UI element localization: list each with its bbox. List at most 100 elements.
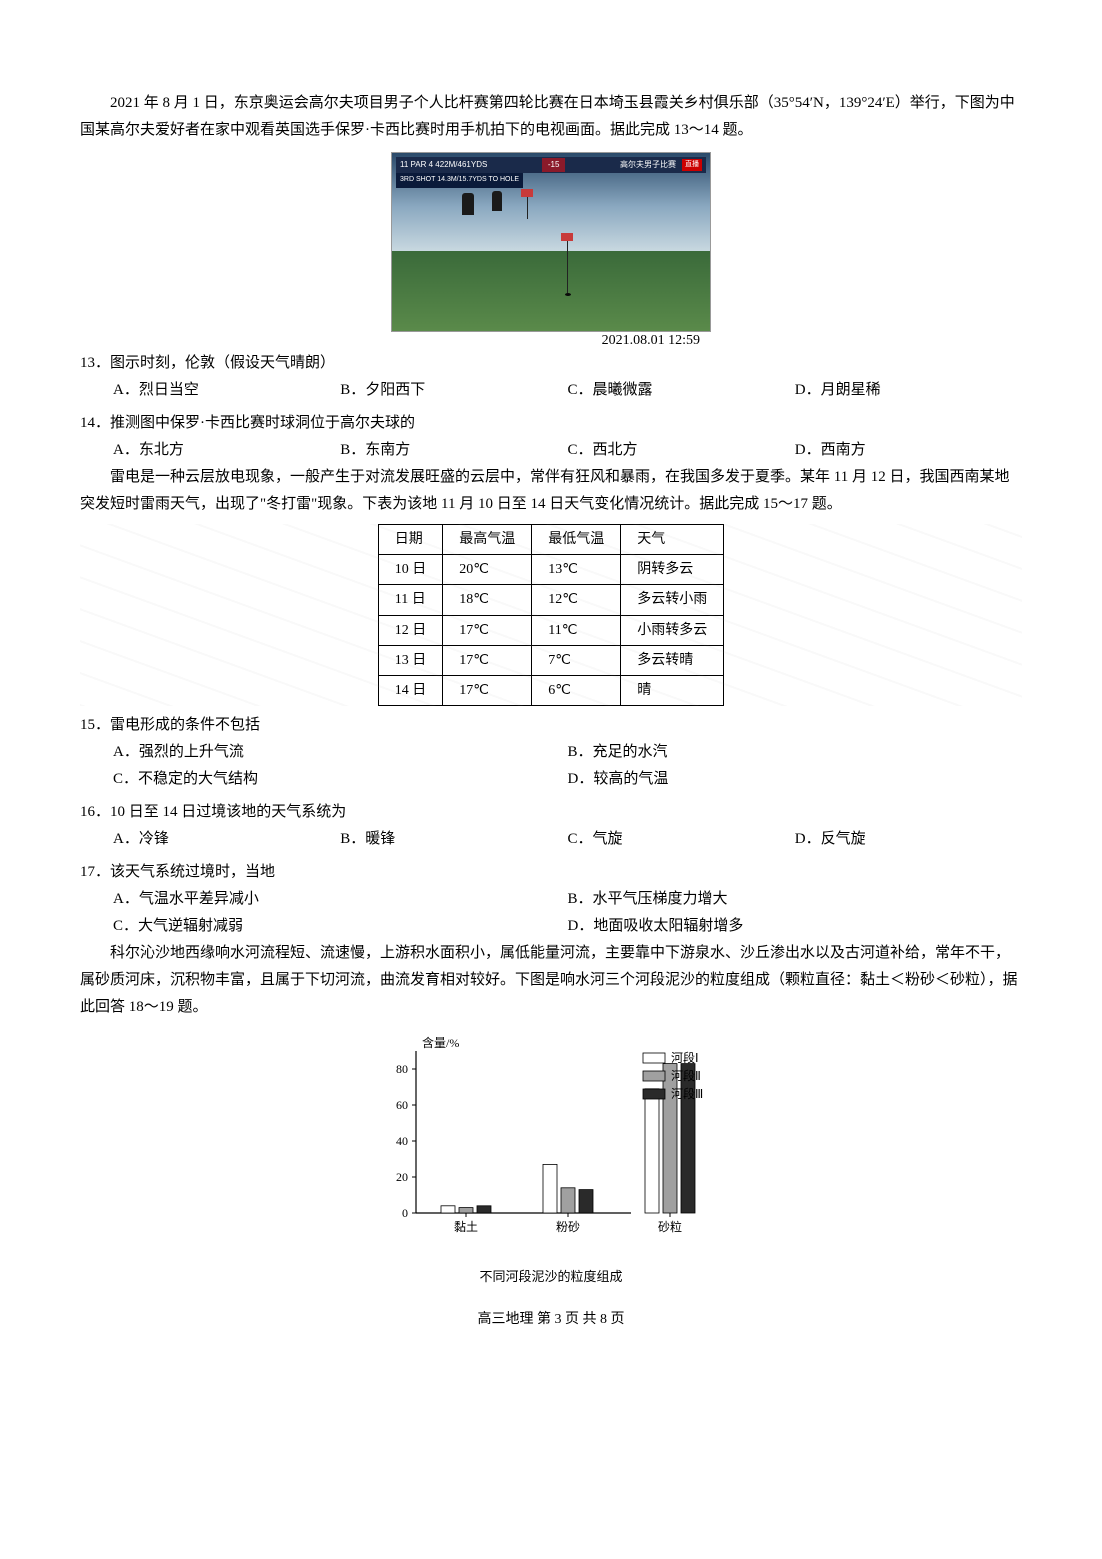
passage-2-text: 雷电是一种云层放电现象，一般产生于对流发展旺盛的云层中，常伴有狂风和暴雨，在我国… — [80, 464, 1022, 518]
td: 阴转多云 — [621, 555, 724, 585]
sediment-chart: 0 20 40 60 80 含量/% 黏土 粉砂 砂粒 河段Ⅰ 河段Ⅱ 河段Ⅲ 不同河段泥沙的粒度组成 — [80, 1033, 1022, 1288]
question-14: 14．推测图中保罗·卡西比赛时球洞位于高尔夫球的 A．东北方 B．东南方 C．西… — [80, 410, 1022, 464]
table-row: 10 日 20℃ 13℃ 阴转多云 — [378, 555, 724, 585]
table-row: 12 日 17℃ 11℃ 小雨转多云 — [378, 615, 724, 645]
svg-text:80: 80 — [396, 1062, 408, 1076]
q14-options: A．东北方 B．东南方 C．西北方 D．西南方 — [113, 437, 1022, 464]
td: 小雨转多云 — [621, 615, 724, 645]
q17-opt-b[interactable]: B．水平气压梯度力增大 — [568, 886, 1023, 913]
q15-stem: 15．雷电形成的条件不包括 — [80, 712, 1022, 739]
q15-opt-c[interactable]: C．不稳定的大气结构 — [113, 766, 568, 793]
q16-opt-d[interactable]: D．反气旋 — [795, 826, 1022, 853]
q16-options: A．冷锋 B．暖锋 C．气旋 D．反气旋 — [113, 826, 1022, 853]
question-13: 13．图示时刻，伦敦（假设天气晴朗） A．烈日当空 B．夕阳西下 C．晨曦微露 … — [80, 350, 1022, 404]
q16-opt-b[interactable]: B．暖锋 — [340, 826, 567, 853]
th-high: 最高气温 — [443, 525, 532, 555]
q14-opt-c[interactable]: C．西北方 — [568, 437, 795, 464]
td: 18℃ — [443, 585, 532, 615]
th-date: 日期 — [378, 525, 443, 555]
q13-options: A．烈日当空 B．夕阳西下 C．晨曦微露 D．月朗星稀 — [113, 377, 1022, 404]
tv-banner-left: 11 PAR 4 422M/461YDS — [400, 158, 487, 172]
q13-stem: 13．图示时刻，伦敦（假设天气晴朗） — [80, 350, 1022, 377]
q17-opt-d[interactable]: D．地面吸收太阳辐射增多 — [568, 913, 1023, 940]
td: 7℃ — [532, 645, 621, 675]
tv-timestamp: 2021.08.01 12:59 — [602, 328, 700, 353]
q17-stem: 17．该天气系统过境时，当地 — [80, 859, 1022, 886]
td: 11 日 — [378, 585, 443, 615]
svg-text:河段Ⅲ: 河段Ⅲ — [671, 1086, 703, 1101]
svg-text:河段Ⅰ: 河段Ⅰ — [671, 1050, 699, 1065]
table-header-row: 日期 最高气温 最低气温 天气 — [378, 525, 724, 555]
tv-screenshot: 11 PAR 4 422M/461YDS -15 高尔夫男子比赛 直播 3RD … — [80, 152, 1022, 342]
tv-live-icon: 直播 — [682, 159, 702, 172]
svg-text:粉砂: 粉砂 — [556, 1220, 580, 1234]
q13-opt-c[interactable]: C．晨曦微露 — [568, 377, 795, 404]
q16-opt-c[interactable]: C．气旋 — [568, 826, 795, 853]
tv-sub-banner: 3RD SHOT 14.3M/15.7YDS TO HOLE — [396, 173, 523, 188]
q16-opt-a[interactable]: A．冷锋 — [113, 826, 340, 853]
flag-hole — [567, 233, 568, 293]
tv-banner-right: 高尔夫男子比赛 直播 — [620, 158, 702, 172]
q17-opt-a[interactable]: A．气温水平差异减小 — [113, 886, 568, 913]
q15-options: A．强烈的上升气流 B．充足的水汽 C．不稳定的大气结构 D．较高的气温 — [113, 739, 1022, 793]
td: 12℃ — [532, 585, 621, 615]
svg-text:20: 20 — [396, 1170, 408, 1184]
svg-text:60: 60 — [396, 1098, 408, 1112]
td: 17℃ — [443, 675, 532, 705]
table-row: 11 日 18℃ 12℃ 多云转小雨 — [378, 585, 724, 615]
td: 17℃ — [443, 615, 532, 645]
td: 12 日 — [378, 615, 443, 645]
golf-hole — [565, 293, 571, 296]
q14-opt-d[interactable]: D．西南方 — [795, 437, 1022, 464]
td: 14 日 — [378, 675, 443, 705]
passage-3-text: 科尔沁沙地西缘响水河流程短、流速慢，上游积水面积小，属低能量河流，主要靠中下游泉… — [80, 940, 1022, 1021]
th-weather: 天气 — [621, 525, 724, 555]
td: 20℃ — [443, 555, 532, 585]
flag-near — [527, 189, 528, 219]
q13-opt-a[interactable]: A．烈日当空 — [113, 377, 340, 404]
passage-1-text: 2021 年 8 月 1 日，东京奥运会高尔夫项目男子个人比杆赛第四轮比赛在日本… — [80, 90, 1022, 144]
tv-banner: 11 PAR 4 422M/461YDS -15 高尔夫男子比赛 直播 — [396, 157, 706, 173]
table-row: 13 日 17℃ 7℃ 多云转晴 — [378, 645, 724, 675]
svg-text:0: 0 — [402, 1206, 408, 1220]
td: 多云转小雨 — [621, 585, 724, 615]
q17-options: A．气温水平差异减小 B．水平气压梯度力增大 C．大气逆辐射减弱 D．地面吸收太… — [113, 886, 1022, 940]
td: 多云转晴 — [621, 645, 724, 675]
table-row: 14 日 17℃ 6℃ 晴 — [378, 675, 724, 705]
td: 11℃ — [532, 615, 621, 645]
svg-text:40: 40 — [396, 1134, 408, 1148]
bar-chart-svg: 0 20 40 60 80 含量/% 黏土 粉砂 砂粒 河段Ⅰ 河段Ⅱ 河段Ⅲ — [361, 1033, 741, 1253]
td: 6℃ — [532, 675, 621, 705]
q15-opt-b[interactable]: B．充足的水汽 — [568, 739, 1023, 766]
question-17: 17．该天气系统过境时，当地 A．气温水平差异减小 B．水平气压梯度力增大 C．… — [80, 859, 1022, 940]
question-16: 16．10 日至 14 日过境该地的天气系统为 A．冷锋 B．暖锋 C．气旋 D… — [80, 799, 1022, 853]
th-low: 最低气温 — [532, 525, 621, 555]
q15-opt-d[interactable]: D．较高的气温 — [568, 766, 1023, 793]
weather-table-wrap: 日期 最高气温 最低气温 天气 10 日 20℃ 13℃ 阴转多云 11 日 1… — [80, 524, 1022, 706]
q15-opt-a[interactable]: A．强烈的上升气流 — [113, 739, 568, 766]
page-footer: 高三地理 第 3 页 共 8 页 — [80, 1307, 1022, 1332]
q14-opt-b[interactable]: B．东南方 — [340, 437, 567, 464]
td: 10 日 — [378, 555, 443, 585]
tv-banner-right-label: 高尔夫男子比赛 — [620, 158, 676, 172]
svg-text:砂粒: 砂粒 — [658, 1219, 682, 1234]
weather-table: 日期 最高气温 最低气温 天气 10 日 20℃ 13℃ 阴转多云 11 日 1… — [378, 524, 725, 706]
question-15: 15．雷电形成的条件不包括 A．强烈的上升气流 B．充足的水汽 C．不稳定的大气… — [80, 712, 1022, 793]
q16-stem: 16．10 日至 14 日过境该地的天气系统为 — [80, 799, 1022, 826]
q17-opt-c[interactable]: C．大气逆辐射减弱 — [113, 913, 568, 940]
q14-stem: 14．推测图中保罗·卡西比赛时球洞位于高尔夫球的 — [80, 410, 1022, 437]
tv-frame: 11 PAR 4 422M/461YDS -15 高尔夫男子比赛 直播 3RD … — [391, 152, 711, 332]
td: 晴 — [621, 675, 724, 705]
golfer-figure — [462, 193, 474, 215]
q13-opt-b[interactable]: B．夕阳西下 — [340, 377, 567, 404]
svg-text:黏土: 黏土 — [454, 1220, 478, 1234]
chart-x-label: 不同河段泥沙的粒度组成 — [80, 1265, 1022, 1288]
svg-text:河段Ⅱ: 河段Ⅱ — [671, 1068, 701, 1083]
q13-opt-d[interactable]: D．月朗星稀 — [795, 377, 1022, 404]
td: 17℃ — [443, 645, 532, 675]
tv-banner-score: -15 — [542, 158, 566, 172]
svg-text:含量/%: 含量/% — [422, 1035, 459, 1050]
q14-opt-a[interactable]: A．东北方 — [113, 437, 340, 464]
caddy-figure — [492, 191, 502, 211]
td: 13℃ — [532, 555, 621, 585]
